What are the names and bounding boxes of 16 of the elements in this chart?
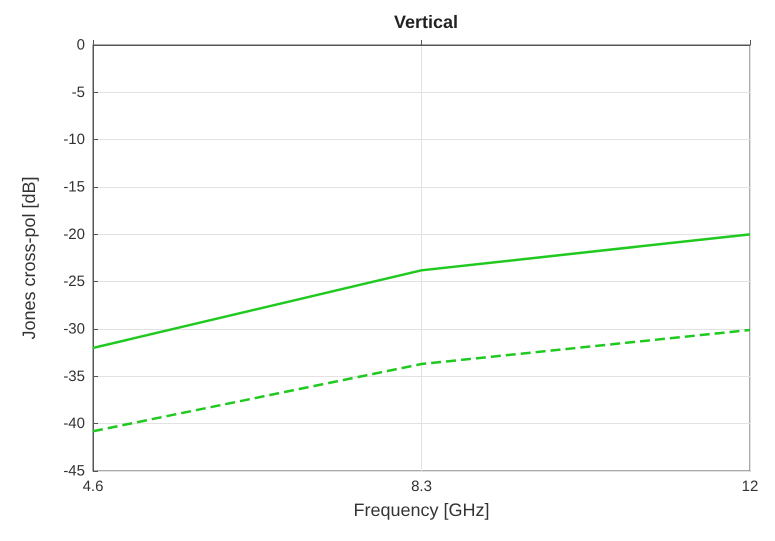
x-tick-label: 8.3 — [411, 478, 432, 495]
x-tick-label: 4.6 — [82, 478, 104, 495]
x-axis-title: Frequency [GHz] — [353, 500, 490, 520]
y-tick-label: -40 — [63, 415, 85, 432]
y-tick-label: -10 — [63, 131, 85, 148]
y-tick-label: -45 — [63, 462, 85, 480]
chart-title: Vertical — [394, 12, 458, 32]
y-tick-label: -20 — [63, 226, 85, 243]
y-tick-label: -5 — [72, 84, 85, 101]
y-tick-label: -35 — [63, 368, 85, 385]
y-tick-label: -15 — [63, 178, 85, 196]
y-tick-label: -30 — [63, 320, 85, 338]
y-tick-label: 0 — [76, 36, 85, 54]
y-tick-label: -25 — [63, 273, 85, 290]
y-axis-title: Jones cross-pol [dB] — [19, 176, 39, 340]
x-tick-label: 12 — [742, 478, 758, 495]
